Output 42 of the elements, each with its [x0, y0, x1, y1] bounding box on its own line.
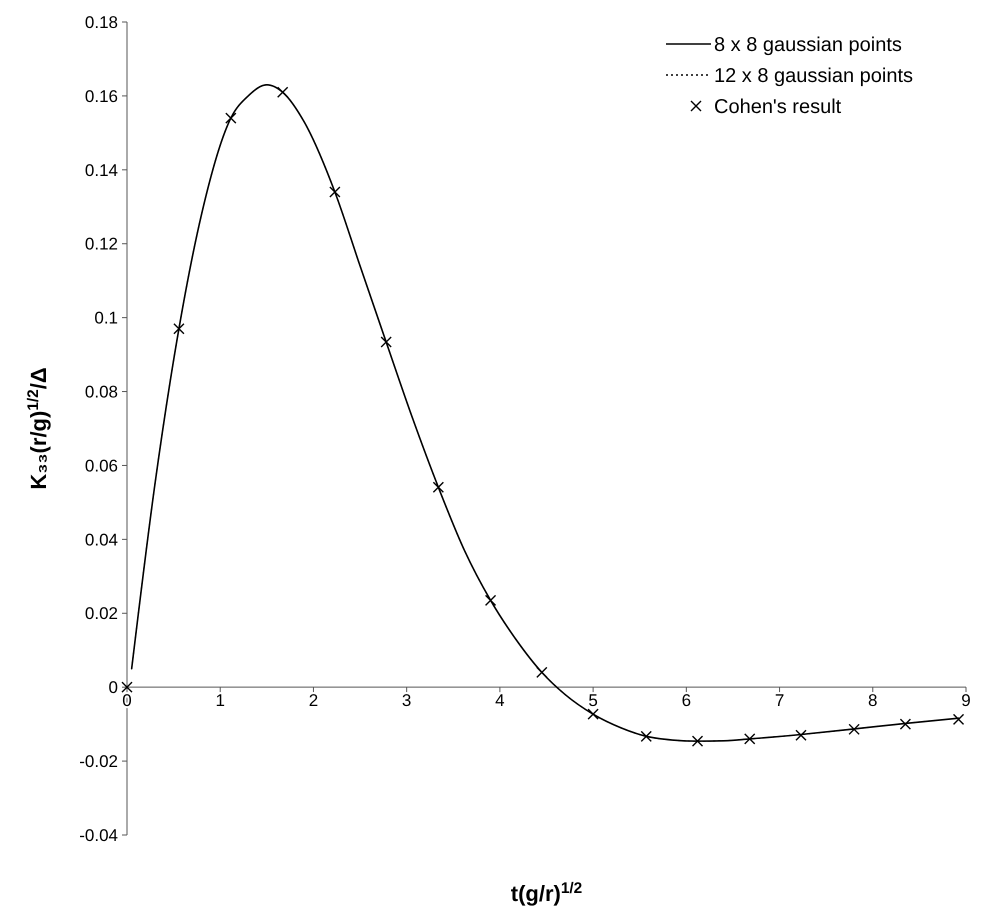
point	[380, 336, 392, 348]
legend-label: Cohen's result	[714, 96, 842, 118]
y-tick-label: 0.12	[84, 234, 118, 254]
y-tick-label: 0.16	[84, 86, 118, 106]
legend-label: 12 x 8 gaussian points	[714, 65, 914, 87]
y-tick-label: 0.02	[84, 604, 118, 624]
point	[536, 666, 548, 678]
point	[848, 724, 860, 736]
point	[587, 708, 599, 720]
x-tick-label: 8	[868, 691, 878, 710]
x-tick-label: 7	[774, 691, 784, 710]
x-tick-label: 2	[308, 691, 318, 710]
point	[225, 112, 237, 124]
point	[640, 730, 652, 742]
y-tick-label: 0.08	[84, 382, 118, 402]
y-tick-label: 0.18	[84, 12, 118, 32]
x-tick-label: 3	[402, 691, 412, 710]
point	[121, 681, 133, 693]
point	[692, 735, 704, 747]
y-tick-label: 0.14	[84, 160, 118, 180]
x-tick-label: 6	[682, 691, 692, 710]
point	[795, 730, 807, 741]
y-tick-label: -0.04	[79, 826, 118, 845]
x-axis-title: t(g/r)$^{1/2}$	[510, 880, 582, 906]
point	[952, 714, 964, 726]
point	[744, 733, 756, 745]
x-tick-label: 4	[495, 691, 505, 710]
point	[900, 718, 912, 730]
x-tick-label: 5	[588, 691, 598, 710]
point	[329, 186, 341, 198]
y-tick-label: 0.06	[84, 456, 118, 476]
x-tick-label: 1	[215, 691, 225, 710]
point	[484, 594, 496, 606]
point	[173, 323, 185, 334]
legend-label: 8 x 8 gaussian points	[714, 34, 902, 56]
point	[432, 482, 444, 493]
y-tick-label: 0	[108, 678, 118, 698]
y-tick-label: -0.02	[79, 752, 118, 772]
x-tick-label: 9	[961, 691, 971, 710]
point	[276, 86, 288, 98]
y-tick-label: 0.1	[94, 308, 118, 328]
y-tick-label: 0.04	[84, 530, 118, 550]
